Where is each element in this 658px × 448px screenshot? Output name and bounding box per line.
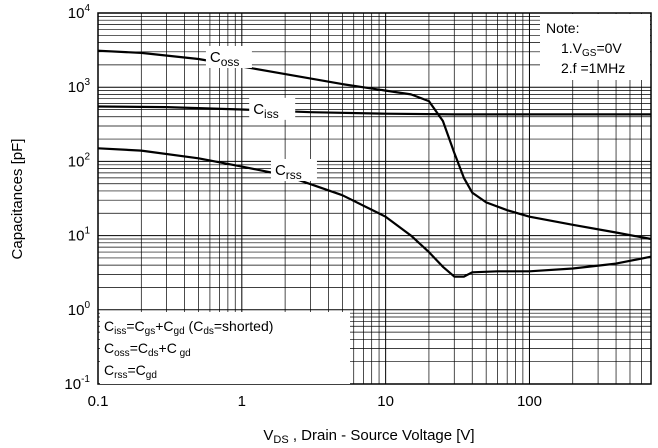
x-tick-label: 0.1: [88, 393, 109, 410]
y-tick-label: 10-1: [64, 374, 90, 393]
note-line-2: 2.f =1MHz: [561, 60, 625, 76]
legend-box: Ciss=Cgs+Cgd (Cds=shorted) Coss=Cds+C gd…: [100, 312, 350, 384]
legend-line-coss: Coss=Cds+C gd: [104, 340, 191, 359]
y-tick-label: 100: [68, 300, 91, 319]
y-tick-label: 102: [68, 151, 91, 170]
series-line-ciss: [97, 105, 651, 116]
series-labels: Coss Ciss Crss: [205, 45, 317, 182]
series-line-crss: [97, 147, 652, 278]
y-tick-label: 101: [68, 226, 91, 245]
y-axis-title: Capacitances [pF]: [9, 139, 26, 260]
x-axis-title: VDS , Drain - Source Voltage [V]: [263, 427, 474, 446]
legend-line-crss: Crss=Cgd: [104, 362, 157, 381]
tick-labels: 0.1 1 10 100 10-1 100 101 102 103 104: [64, 3, 542, 410]
series-label-bg: [249, 97, 296, 120]
x-tick-label: 100: [517, 393, 542, 410]
note-title: Note:: [546, 20, 579, 36]
series-label-ciss: Ciss: [253, 101, 279, 121]
series-label-bg: [205, 45, 252, 68]
note-box: Note: 1.VGS=0V 2.f =1MHz: [540, 14, 650, 80]
y-tick-label: 104: [68, 3, 91, 22]
series-label-crss: Crss: [275, 162, 302, 182]
plot-frame: [97, 12, 652, 385]
y-tick-label: 103: [68, 77, 91, 96]
series-label-coss: Coss: [210, 49, 240, 69]
note-line-1: 1.VGS=0V: [561, 40, 622, 59]
series-label-bg: [270, 158, 317, 181]
x-tick-label: 1: [238, 393, 246, 410]
x-tick-label: 10: [377, 393, 394, 410]
legend-line-ciss: Ciss=Cgs+Cgd (Cds=shorted): [104, 318, 273, 337]
